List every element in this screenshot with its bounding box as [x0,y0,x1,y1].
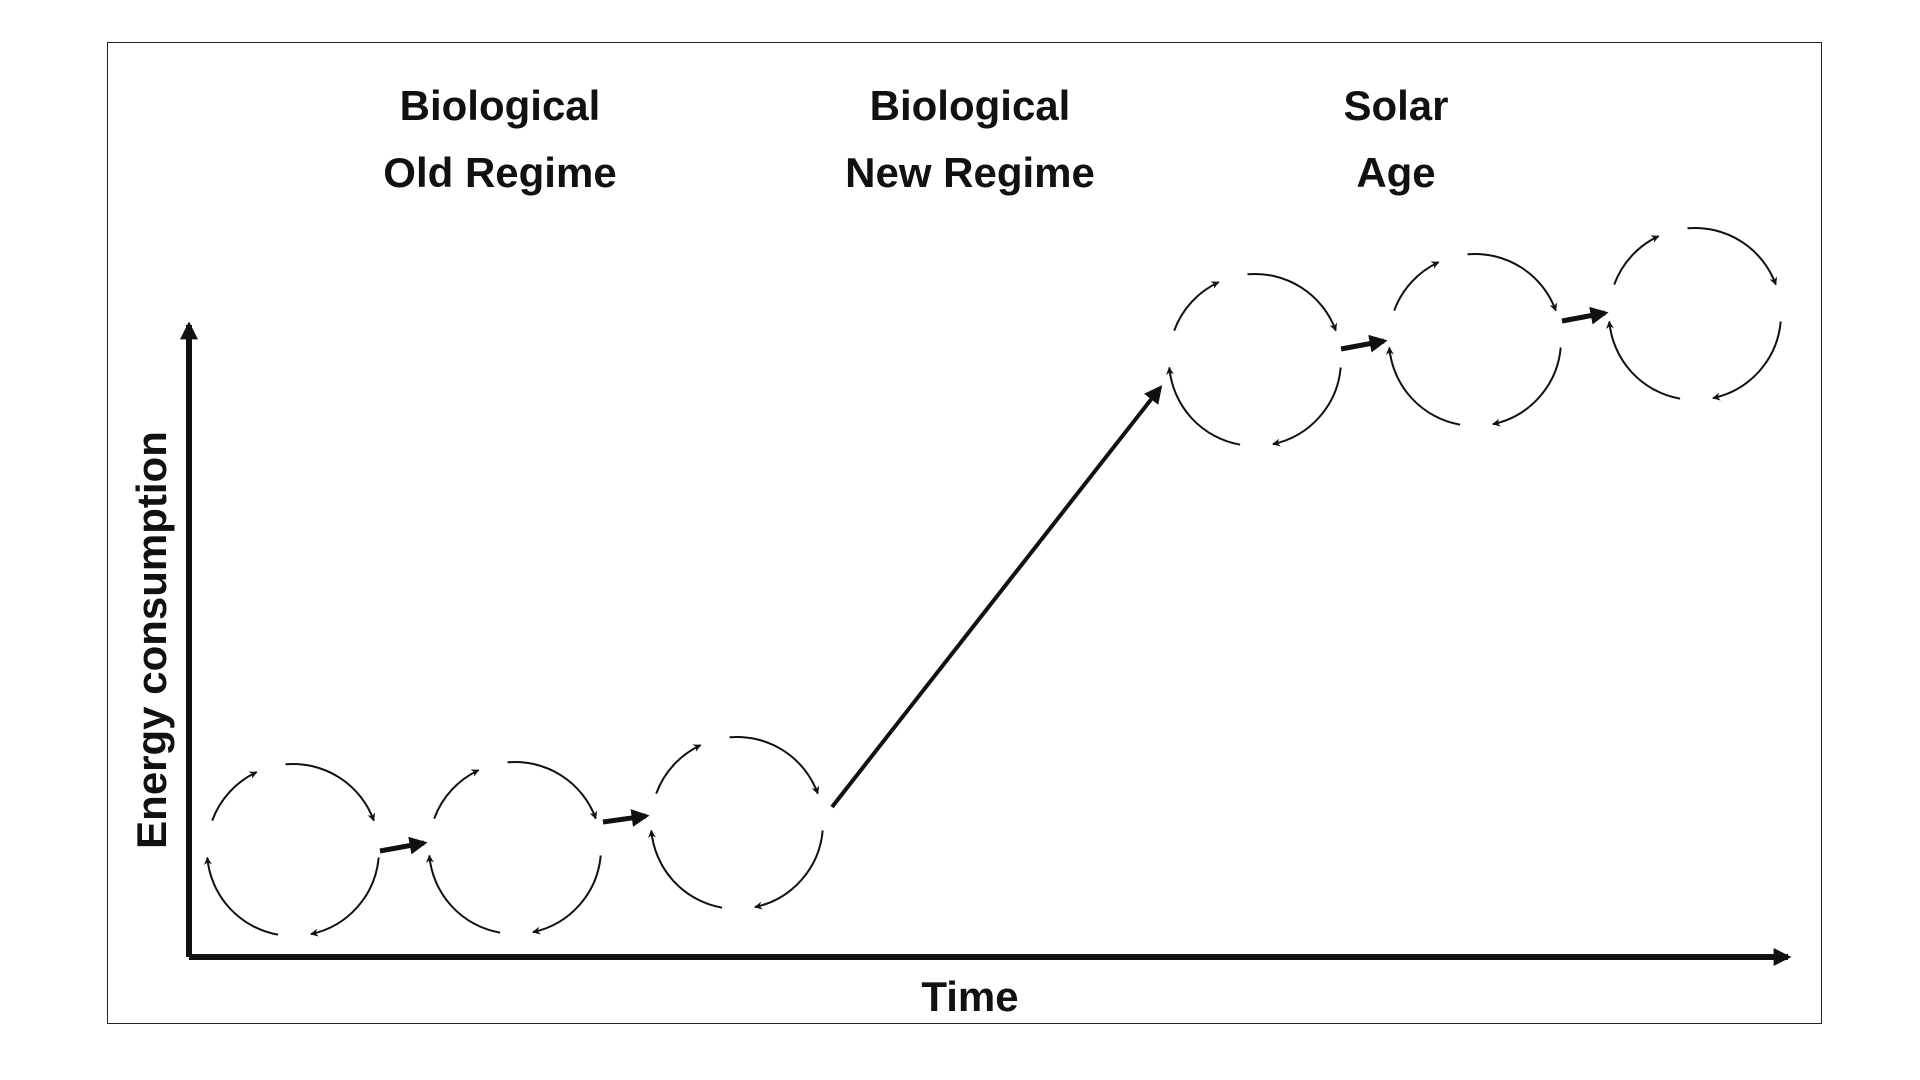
cycle-link-arrow [1561,306,1609,325]
cycles-low-group [203,735,824,937]
cycle-arc-arrow [647,829,723,909]
cycle-arc-arrow [1492,347,1562,427]
regime-solar-line1: Solar [1343,82,1448,129]
regime-old-line2: Old Regime [383,149,616,196]
cycle-arc-arrow [655,744,702,794]
low-cycle-1 [203,762,380,937]
y-axis-label: Energy consumption [128,431,175,849]
cycle-arc-arrow [729,735,820,795]
rising-transition-arrow [830,385,1163,809]
cycle-arc-arrow [754,830,824,910]
cycle-arc-arrow [1385,346,1461,426]
high-cycle-1 [1165,272,1342,447]
cycle-arc-arrow [1605,320,1681,400]
cycle-arc-arrow [211,771,258,821]
cycle-arc-arrow [1165,366,1241,446]
cycle-arc-arrow [285,762,376,822]
cycle-arc-arrow [1393,261,1440,311]
diagram-frame [107,42,1822,1024]
cycle-arc-arrow [1712,321,1782,401]
low-cycle-3 [647,735,824,910]
regime-old-line1: Biological [400,82,601,129]
cycle-arc-arrow [1467,252,1558,312]
high-cycle-2 [1385,252,1562,427]
cycle-arc-arrow [1173,281,1220,331]
regime-label-solar: Solar Age [1343,82,1448,196]
cycle-links-group [379,306,1609,855]
cycle-arc-arrow [425,854,501,934]
regime-solar-line2: Age [1356,149,1435,196]
cycle-arc-arrow [203,856,279,936]
regime-new-line2: New Regime [845,149,1095,196]
cycle-link-arrow [1340,334,1388,353]
cycle-arc-arrow [1613,235,1660,285]
regime-label-old: Biological Old Regime [383,82,616,196]
cycle-link-arrow [602,809,650,827]
cycle-arc-arrow [1272,367,1342,447]
high-cycle-3 [1605,226,1782,401]
regime-new-line1: Biological [870,82,1071,129]
regime-label-new: Biological New Regime [845,82,1095,196]
cycles-high-group [1165,226,1782,447]
cycle-arc-arrow [507,760,598,820]
low-cycle-2 [425,760,602,935]
cycle-arc-arrow [1687,226,1778,286]
cycle-link-arrow [379,836,428,855]
cycle-arc-arrow [433,769,480,819]
cycle-arc-arrow [532,855,602,935]
x-axis-label: Time [921,973,1018,1020]
cycle-arc-arrow [1247,272,1338,332]
cycle-arc-arrow [310,857,380,937]
